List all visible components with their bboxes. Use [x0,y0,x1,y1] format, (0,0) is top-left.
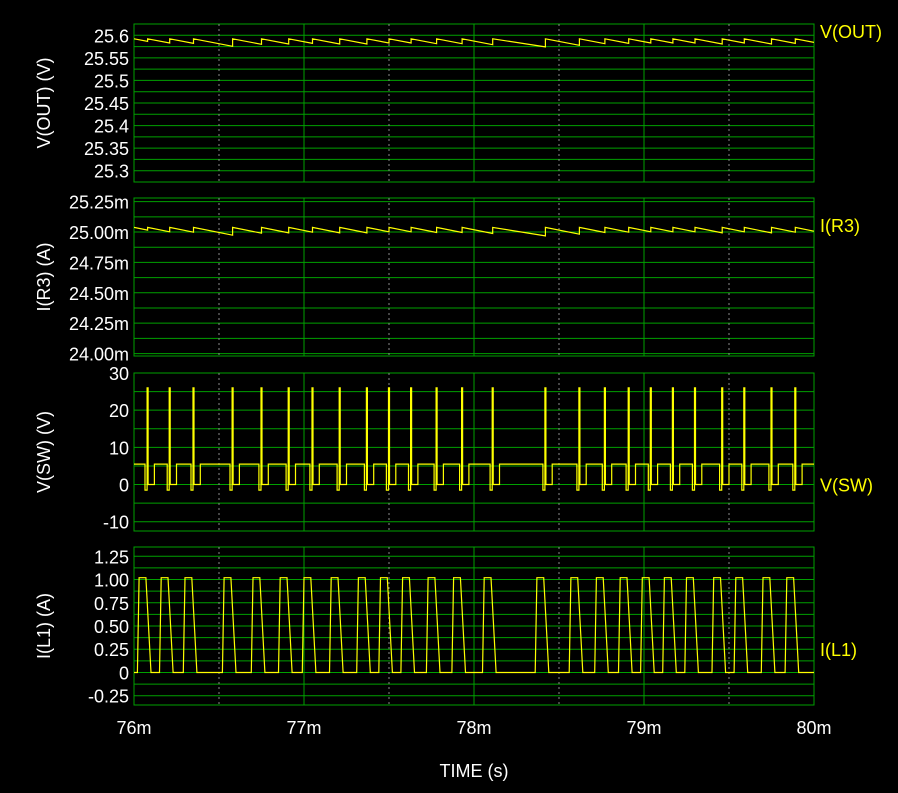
legend-ir3: I(R3) [820,216,860,236]
y-tick-label-vsw: 20 [109,401,129,421]
y-tick-label-il1: 0.50 [94,617,129,637]
y-tick-label-il1: 0.75 [94,594,129,614]
y-axis-label-il1: I(L1) (A) [34,593,54,659]
y-tick-label-vout: 25.45 [84,94,129,114]
y-tick-label-ir3: 24.25m [69,314,129,334]
y-tick-label-ir3: 25.25m [69,193,129,213]
legend-il1: I(L1) [820,640,857,660]
trace-vout [134,38,814,48]
y-axis-label-vsw: V(SW) (V) [34,411,54,493]
y-tick-label-vsw: 0 [119,476,129,496]
legend-vout: V(OUT) [820,22,882,42]
y-tick-label-ir3: 24.75m [69,253,129,273]
y-axis-label-ir3: I(R3) (A) [34,243,54,312]
y-tick-label-vsw: -10 [103,513,129,533]
trace-il1 [134,577,814,674]
trace-vsw [134,387,814,491]
y-tick-label-ir3: 25.00m [69,223,129,243]
y-tick-label-il1: 0 [119,663,129,683]
x-tick-label: 76m [116,718,151,738]
y-tick-label-vsw: 10 [109,438,129,458]
y-tick-label-il1: 1.25 [94,547,129,567]
legend-vsw: V(SW) [820,476,873,496]
x-tick-label: 80m [796,718,831,738]
y-tick-label-il1: 1.00 [94,571,129,591]
y-tick-label-vout: 25.5 [94,71,129,91]
y-tick-label-il1: 0.25 [94,640,129,660]
x-tick-label: 78m [456,718,491,738]
y-tick-label-ir3: 24.00m [69,345,129,365]
trace-ir3 [134,226,814,237]
x-tick-label: 79m [626,718,661,738]
y-tick-label-vout: 25.4 [94,117,129,137]
y-tick-label-vsw: 30 [109,364,129,384]
y-tick-label-vout: 25.55 [84,49,129,69]
y-tick-label-vout: 25.6 [94,26,129,46]
y-tick-label-il1: -0.25 [88,687,129,707]
y-tick-label-ir3: 24.50m [69,284,129,304]
x-tick-label: 77m [286,718,321,738]
y-axis-label-vout: V(OUT) (V) [34,58,54,149]
y-tick-label-vout: 25.35 [84,139,129,159]
y-tick-label-vout: 25.3 [94,162,129,182]
x-axis-label: TIME (s) [440,761,509,781]
